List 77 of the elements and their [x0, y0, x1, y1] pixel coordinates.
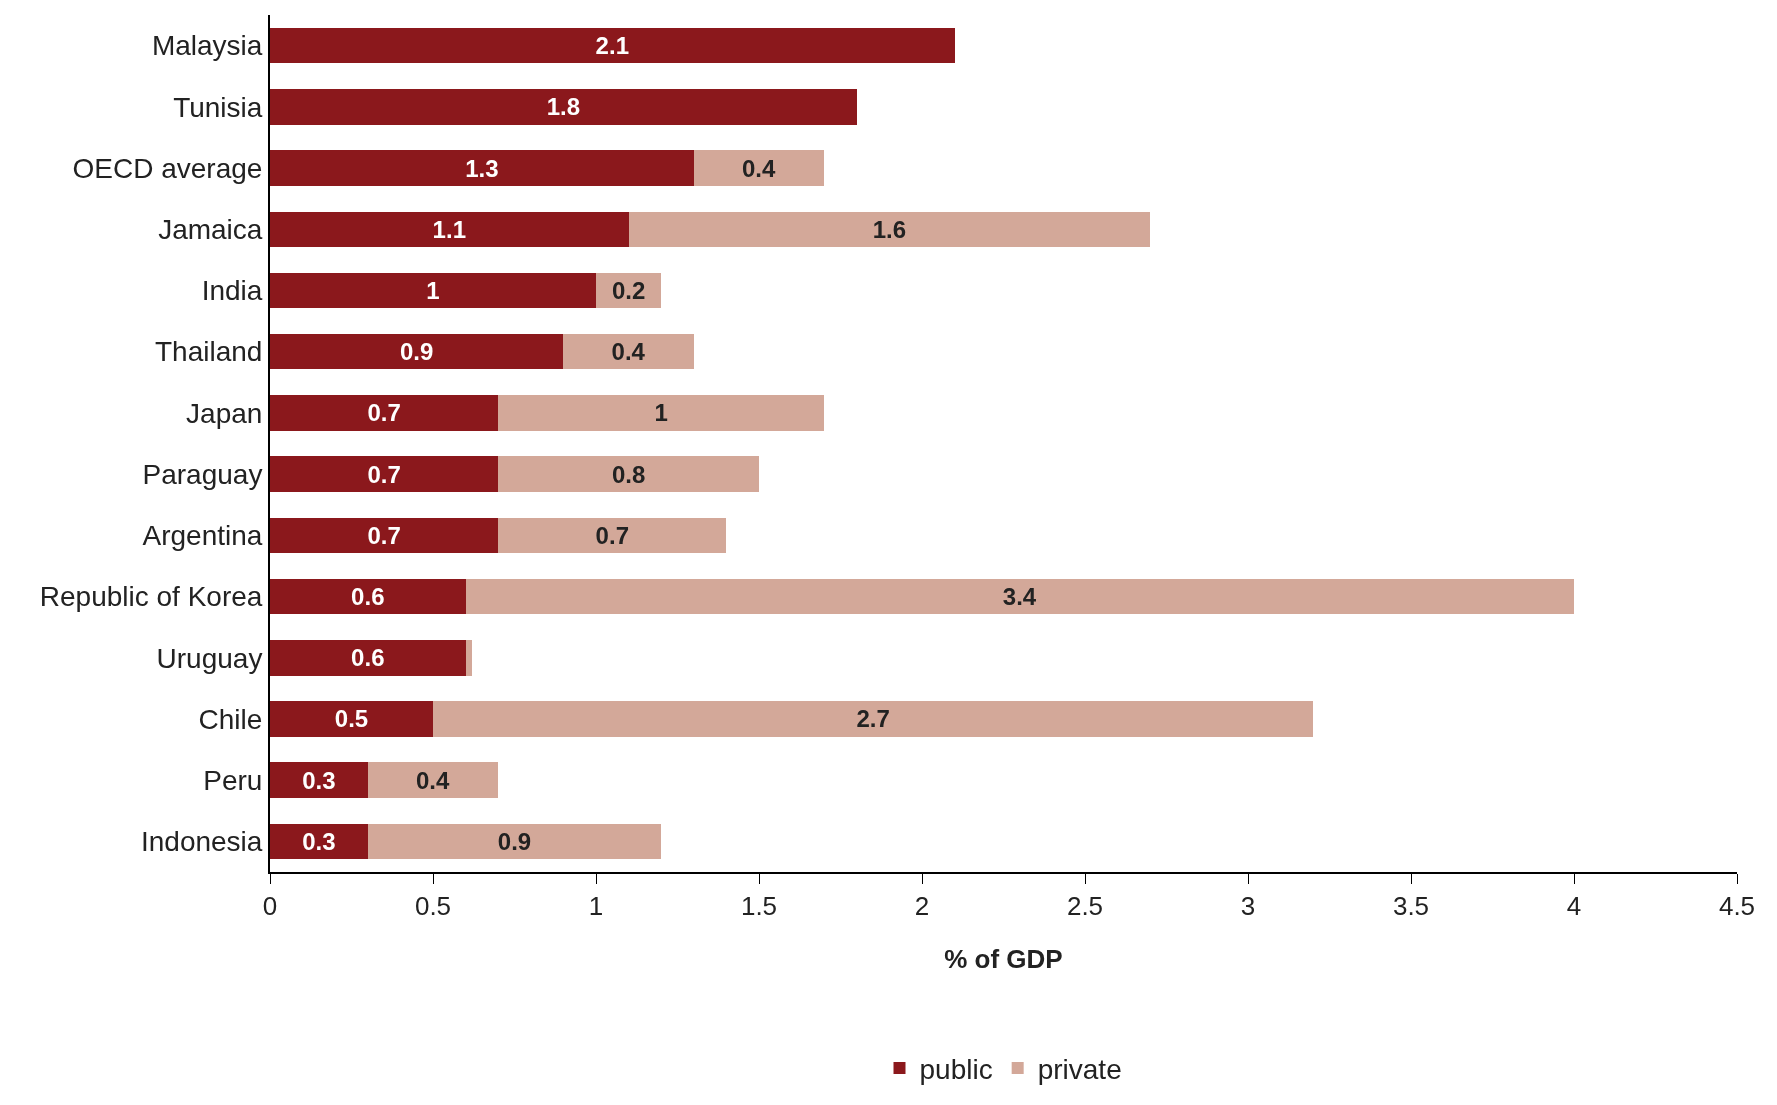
- data-label: 0.8: [611, 460, 646, 488]
- data-label: 0.5: [334, 705, 369, 733]
- y-tick-label: Thailand: [154, 336, 263, 368]
- data-label: 0.3: [302, 766, 336, 794]
- bar: [270, 333, 564, 370]
- y-tick-label: Republic of Korea: [39, 581, 263, 613]
- bar: [465, 578, 1574, 615]
- x-tick-label: 1: [588, 891, 604, 922]
- data-label: 1.3: [465, 154, 499, 182]
- bar: [270, 823, 368, 860]
- legend-label: public: [919, 1054, 993, 1086]
- data-label: 3.4: [1002, 583, 1037, 611]
- y-tick-label: India: [201, 275, 263, 307]
- bar: [498, 395, 825, 431]
- x-tick-label: 4.5: [1718, 891, 1756, 922]
- data-label: 0.7: [367, 521, 401, 549]
- bar: [270, 27, 955, 64]
- data-label: 0.7: [367, 460, 401, 488]
- y-tick-label: Argentina: [142, 520, 263, 552]
- y-tick-label: Uruguay: [156, 642, 263, 674]
- legend-label: private: [1037, 1054, 1122, 1086]
- data-label: 1.6: [872, 215, 907, 243]
- bar: [498, 456, 759, 492]
- data-label: 1: [654, 399, 668, 427]
- data-label: 0.4: [415, 766, 451, 794]
- bar: [367, 823, 662, 860]
- y-tick-label: Japan: [186, 397, 263, 429]
- data-label: 2.1: [595, 32, 629, 60]
- bar: [693, 150, 825, 186]
- bar: [270, 701, 433, 737]
- y-tick-label: Chile: [198, 703, 263, 735]
- bar: [465, 640, 473, 676]
- x-axis-title: % of GDP: [944, 944, 1063, 975]
- bar: [270, 211, 629, 247]
- bar: [270, 456, 499, 492]
- x-tick-label: 0: [262, 891, 278, 922]
- x-tick-label: 2.5: [1066, 891, 1104, 922]
- data-label: 1.1: [432, 215, 466, 243]
- bar: [270, 395, 499, 431]
- x-tick-label: 3.5: [1392, 891, 1430, 922]
- data-label: 1.8: [546, 93, 581, 121]
- y-tick-label: OECD average: [72, 152, 263, 184]
- bar: [628, 211, 1151, 247]
- bar: [270, 517, 499, 554]
- data-label: 0.9: [400, 338, 434, 366]
- data-label: 0.7: [367, 399, 401, 427]
- x-tick-label: 4: [1566, 891, 1582, 922]
- bar: [433, 701, 1314, 737]
- y-tick-label: Peru: [203, 764, 263, 796]
- x-tick-label: 0.5: [414, 891, 452, 922]
- bar: [270, 762, 368, 798]
- bar: [367, 762, 499, 798]
- data-label: 0.6: [351, 644, 385, 672]
- x-tick-label: 3: [1240, 891, 1256, 922]
- bar: [270, 578, 466, 615]
- y-tick-label: Paraguay: [142, 458, 263, 490]
- data-label: 0.6: [351, 583, 385, 611]
- data-label: 0.9: [497, 827, 532, 855]
- y-tick-label: Indonesia: [140, 826, 263, 858]
- data-label: 0.4: [611, 338, 646, 366]
- bar: [270, 640, 466, 676]
- y-tick-label: Jamaica: [158, 214, 263, 246]
- x-tick-label: 2: [914, 891, 930, 922]
- bar: [270, 272, 596, 309]
- bar: [498, 517, 727, 554]
- data-label: 0.3: [302, 827, 336, 855]
- y-tick-label: Tunisia: [173, 91, 263, 123]
- y-tick-label: Malaysia: [151, 30, 263, 62]
- x-tick-label: 1.5: [740, 891, 778, 922]
- data-label: 0.2: [611, 276, 646, 304]
- data-label: 0.4: [741, 154, 777, 182]
- bar: [270, 150, 694, 186]
- data-label: 2.7: [856, 705, 890, 733]
- bar: [563, 333, 694, 370]
- data-label: 1: [426, 276, 440, 304]
- bar: [270, 89, 857, 125]
- data-label: 0.7: [595, 521, 629, 549]
